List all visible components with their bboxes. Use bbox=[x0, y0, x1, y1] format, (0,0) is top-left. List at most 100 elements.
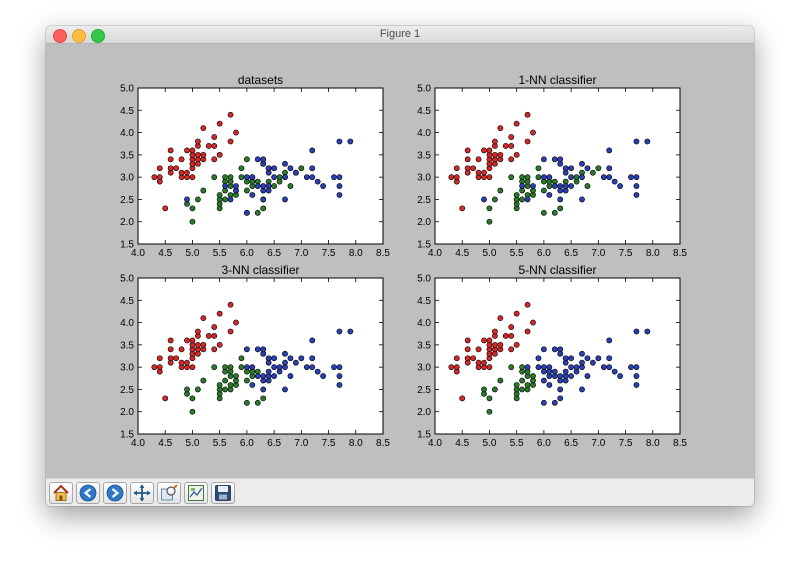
scatter-point-class-2 bbox=[546, 364, 553, 371]
scatter-point-class-0 bbox=[200, 151, 207, 158]
scatter-point-class-1 bbox=[508, 174, 515, 181]
scatter-point-class-0 bbox=[167, 346, 174, 353]
figure-svg: 4.0 4.5 5.0 5.5 6.0 6.5 7.0 7.5 8.0 8.5 1.5 2.0 2.5 3… bbox=[120, 73, 687, 449]
scatter-point-class-2 bbox=[303, 174, 310, 181]
scatter-point-class-1 bbox=[573, 174, 580, 181]
home-button[interactable] bbox=[49, 482, 73, 504]
x-tick-label: 7.5 bbox=[619, 438, 633, 449]
scatter-point-class-0 bbox=[486, 174, 493, 181]
scatter-point-class-0 bbox=[162, 395, 169, 402]
scatter-point-class-1 bbox=[238, 364, 245, 371]
scatter-point-class-0 bbox=[167, 355, 174, 362]
scatter-point-class-0 bbox=[497, 341, 504, 348]
title-bar: Figure 1 bbox=[46, 26, 754, 44]
y-tick-label: 3.0 bbox=[417, 363, 431, 374]
y-tick-label: 5.0 bbox=[120, 84, 134, 95]
scatter-point-class-2 bbox=[535, 355, 542, 362]
y-tick-label: 1.5 bbox=[417, 430, 431, 441]
scatter-point-class-1 bbox=[227, 174, 234, 181]
scatter-point-class-0 bbox=[524, 138, 531, 145]
scatter-point-class-1 bbox=[519, 174, 526, 181]
x-tick-label: 8.0 bbox=[349, 248, 363, 259]
scatter-point-class-0 bbox=[216, 310, 223, 317]
scatter-point-class-2 bbox=[524, 196, 531, 203]
scatter-point-class-2 bbox=[309, 165, 316, 172]
scatter-point-class-1 bbox=[486, 395, 493, 402]
scatter-point-class-0 bbox=[184, 359, 190, 366]
scatter-point-class-0 bbox=[486, 337, 493, 344]
scatter-point-class-0 bbox=[508, 333, 515, 339]
x-tick-label: 8.5 bbox=[673, 438, 687, 449]
scatter-point-class-2 bbox=[336, 192, 343, 198]
scatter-point-class-2 bbox=[557, 156, 564, 163]
scatter-point-class-0 bbox=[524, 328, 531, 335]
scatter-point-class-0 bbox=[481, 337, 487, 344]
x-tick-label: 8.5 bbox=[376, 438, 390, 449]
close-window-button[interactable] bbox=[53, 29, 67, 43]
scatter-point-class-1 bbox=[508, 364, 515, 371]
scatter-point-class-2 bbox=[584, 355, 591, 362]
scatter-point-class-2 bbox=[254, 183, 261, 189]
y-tick-label: 1.5 bbox=[417, 240, 431, 251]
scatter-point-class-0 bbox=[151, 174, 158, 181]
scatter-point-class-1 bbox=[260, 395, 267, 402]
scatter-point-class-2 bbox=[282, 350, 288, 357]
scatter-point-class-0 bbox=[524, 111, 531, 118]
scatter-point-class-1 bbox=[254, 399, 261, 406]
minimize-window-button[interactable] bbox=[72, 29, 86, 43]
scatter-point-class-2 bbox=[222, 183, 229, 189]
x-tick-label: 6.0 bbox=[240, 438, 254, 449]
scatter-point-class-2 bbox=[535, 364, 542, 371]
scatter-point-class-2 bbox=[568, 174, 575, 181]
subplots-icon bbox=[188, 485, 204, 501]
x-tick-label: 4.5 bbox=[158, 438, 172, 449]
x-tick-label: 6.0 bbox=[537, 248, 551, 259]
scatter-point-class-2 bbox=[540, 174, 547, 181]
scatter-point-class-2 bbox=[292, 169, 299, 176]
scatter-point-class-2 bbox=[309, 364, 316, 371]
scatter-point-class-2 bbox=[540, 156, 547, 163]
scatter-point-class-2 bbox=[595, 355, 602, 362]
scatter-point-class-0 bbox=[464, 147, 471, 154]
zoom-window-button[interactable] bbox=[91, 29, 105, 43]
scatter-point-class-2 bbox=[287, 355, 294, 362]
scatter-point-class-2 bbox=[551, 368, 558, 375]
scatter-point-class-2 bbox=[540, 377, 547, 384]
scatter-point-class-0 bbox=[178, 346, 185, 353]
subplot-1: 4.0 4.5 5.0 5.5 6.0 6.5 7.0 7.5 8.0 8.5 1.5 2.0 2.5 3… bbox=[120, 73, 390, 259]
scatter-point-class-0 bbox=[491, 328, 498, 335]
forward-icon bbox=[106, 484, 124, 502]
scatter-point-class-0 bbox=[497, 315, 504, 322]
x-tick-label: 7.0 bbox=[591, 438, 605, 449]
back-button[interactable] bbox=[76, 482, 100, 504]
configure-subplots-button[interactable] bbox=[184, 482, 208, 504]
scatter-point-class-2 bbox=[320, 183, 327, 189]
scatter-point-class-0 bbox=[508, 324, 515, 330]
scatter-point-class-1 bbox=[189, 408, 196, 415]
x-tick-label: 5.5 bbox=[510, 438, 524, 449]
scatter-point-class-2 bbox=[243, 346, 250, 353]
scatter-point-class-0 bbox=[464, 337, 471, 344]
zoom-icon bbox=[161, 484, 178, 501]
scatter-point-class-2 bbox=[633, 382, 640, 388]
save-figure-button[interactable] bbox=[211, 482, 235, 504]
scatter-point-class-1 bbox=[551, 209, 558, 216]
subplot-title: 5-NN classifier bbox=[518, 263, 596, 277]
scatter-point-class-0 bbox=[194, 138, 201, 145]
scatter-point-class-2 bbox=[568, 183, 575, 189]
scatter-point-class-0 bbox=[233, 129, 239, 136]
scatter-point-class-0 bbox=[162, 205, 169, 212]
scatter-point-class-0 bbox=[464, 355, 471, 362]
scatter-point-class-0 bbox=[475, 346, 482, 353]
scatter-point-class-2 bbox=[628, 174, 634, 181]
scatter-point-class-2 bbox=[584, 165, 591, 172]
pan-button[interactable] bbox=[130, 482, 154, 504]
forward-button[interactable] bbox=[103, 482, 127, 504]
scatter-point-class-0 bbox=[156, 364, 163, 371]
scatter-point-class-0 bbox=[508, 156, 515, 163]
zoom-to-rect-button[interactable] bbox=[157, 482, 181, 504]
x-tick-label: 6.5 bbox=[267, 248, 281, 259]
subplot-4: 4.0 4.5 5.0 5.5 6.0 6.5 7.0 7.5 8.0 8.5 1.5 2.0 2.5 3… bbox=[417, 263, 687, 449]
scatter-point-class-1 bbox=[513, 382, 520, 388]
scatter-point-class-2 bbox=[568, 165, 575, 172]
